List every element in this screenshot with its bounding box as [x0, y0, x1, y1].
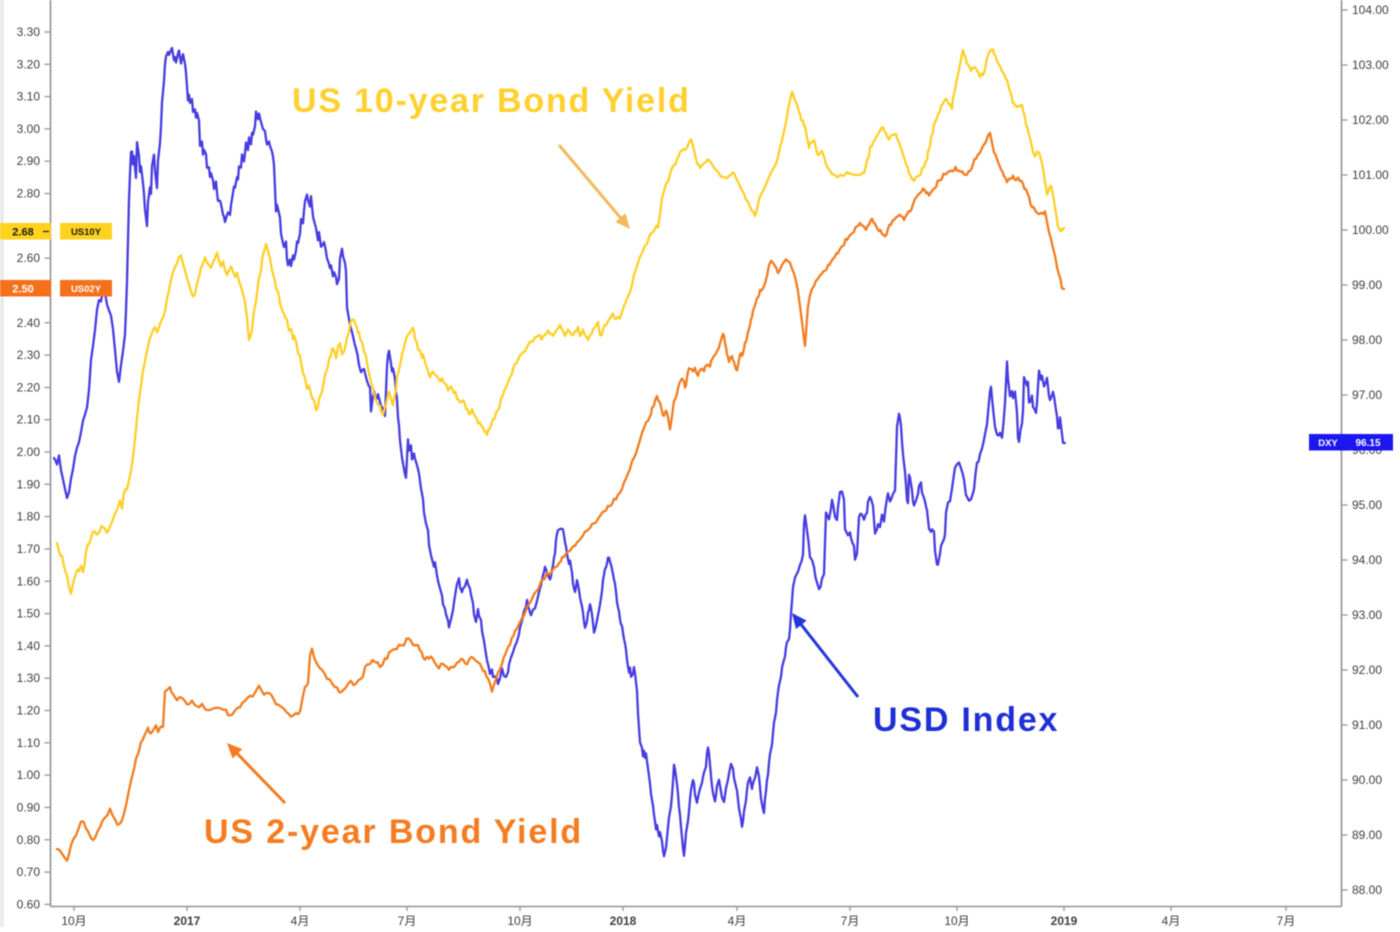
- svg-text:3.30: 3.30: [17, 25, 41, 39]
- svg-text:7月: 7月: [398, 914, 417, 927]
- svg-text:4月: 4月: [1162, 914, 1181, 927]
- svg-text:10月: 10月: [61, 914, 86, 927]
- svg-text:90.00: 90.00: [1352, 773, 1382, 787]
- svg-text:0.80: 0.80: [17, 833, 41, 847]
- svg-text:1.20: 1.20: [17, 704, 41, 718]
- svg-text:92.00: 92.00: [1352, 663, 1382, 677]
- svg-text:1.60: 1.60: [17, 574, 41, 588]
- svg-text:2.00: 2.00: [17, 445, 41, 459]
- svg-text:2.80: 2.80: [17, 187, 41, 201]
- svg-text:1.90: 1.90: [17, 477, 41, 491]
- svg-text:1.30: 1.30: [17, 671, 41, 685]
- svg-text:95.00: 95.00: [1352, 498, 1382, 512]
- svg-text:USD Index: USD Index: [873, 701, 1059, 739]
- svg-text:4月: 4月: [728, 914, 747, 927]
- svg-text:2019: 2019: [1051, 914, 1078, 927]
- svg-text:US10Y: US10Y: [71, 227, 102, 238]
- svg-text:91.00: 91.00: [1352, 718, 1382, 732]
- svg-text:2.50: 2.50: [12, 284, 33, 296]
- svg-text:1.70: 1.70: [17, 542, 41, 556]
- svg-text:3.00: 3.00: [17, 122, 41, 136]
- svg-text:97.00: 97.00: [1352, 388, 1382, 402]
- svg-text:2018: 2018: [610, 914, 637, 927]
- svg-text:US 2-year Bond Yield: US 2-year Bond Yield: [204, 813, 583, 851]
- svg-text:7月: 7月: [841, 914, 860, 927]
- svg-text:4月: 4月: [291, 914, 310, 927]
- svg-text:10月: 10月: [944, 914, 969, 927]
- svg-text:3.10: 3.10: [17, 90, 41, 104]
- svg-text:1.50: 1.50: [17, 607, 41, 621]
- svg-text:7月: 7月: [1277, 914, 1296, 927]
- svg-text:88.00: 88.00: [1352, 883, 1382, 897]
- svg-text:100.00: 100.00: [1352, 223, 1389, 237]
- svg-text:2.90: 2.90: [17, 154, 41, 168]
- svg-text:2.20: 2.20: [17, 380, 41, 394]
- svg-text:1.80: 1.80: [17, 510, 41, 524]
- svg-text:94.00: 94.00: [1352, 553, 1382, 567]
- svg-text:1.10: 1.10: [17, 736, 41, 750]
- svg-text:2.10: 2.10: [17, 413, 41, 427]
- svg-text:US02Y: US02Y: [71, 284, 102, 295]
- svg-text:98.00: 98.00: [1352, 333, 1382, 347]
- svg-text:99.00: 99.00: [1352, 278, 1382, 292]
- svg-text:0.90: 0.90: [17, 800, 41, 814]
- svg-text:2.60: 2.60: [17, 251, 41, 265]
- svg-text:US 10-year Bond Yield: US 10-year Bond Yield: [292, 82, 691, 120]
- svg-text:2017: 2017: [174, 914, 201, 927]
- svg-text:3.20: 3.20: [17, 57, 41, 71]
- svg-text:0.70: 0.70: [17, 865, 41, 879]
- svg-text:0.60: 0.60: [17, 897, 41, 911]
- svg-text:1.00: 1.00: [17, 768, 41, 782]
- svg-text:96.15: 96.15: [1355, 438, 1380, 449]
- svg-text:10月: 10月: [507, 914, 532, 927]
- svg-text:DXY: DXY: [1318, 438, 1338, 449]
- svg-text:101.00: 101.00: [1352, 168, 1389, 182]
- svg-text:89.00: 89.00: [1352, 828, 1382, 842]
- svg-text:2.68: 2.68: [12, 227, 33, 239]
- svg-text:103.00: 103.00: [1352, 58, 1389, 72]
- svg-text:102.00: 102.00: [1352, 113, 1389, 127]
- svg-text:2.30: 2.30: [17, 348, 41, 362]
- svg-text:93.00: 93.00: [1352, 608, 1382, 622]
- svg-text:2.40: 2.40: [17, 316, 41, 330]
- svg-text:1.40: 1.40: [17, 639, 41, 653]
- svg-text:104.00: 104.00: [1352, 3, 1389, 17]
